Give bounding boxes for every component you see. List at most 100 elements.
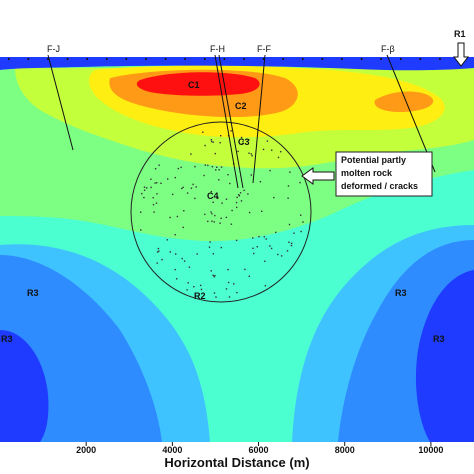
- station-marker: [27, 58, 30, 60]
- station-marker: [86, 58, 88, 60]
- crack-dot: [158, 164, 160, 166]
- crack-dot: [251, 155, 253, 157]
- crack-dot: [302, 221, 304, 223]
- crack-dot: [190, 153, 192, 155]
- crack-dot: [211, 220, 213, 222]
- crack-dot: [230, 130, 232, 132]
- zone-label-r3-right: R3: [395, 288, 407, 298]
- crack-dot: [218, 179, 220, 181]
- crack-dot: [150, 178, 152, 180]
- crack-dot: [264, 260, 266, 262]
- crack-dot: [220, 166, 223, 168]
- crack-dot: [236, 196, 238, 199]
- crack-dot: [273, 196, 275, 199]
- x-tick-label: 4000: [162, 445, 182, 455]
- annotation-line-2: molten rock: [341, 168, 393, 178]
- crack-dot: [275, 231, 277, 234]
- crack-dot: [146, 187, 148, 189]
- crack-dot: [143, 189, 146, 191]
- crack-dot: [158, 250, 160, 252]
- station-marker: [321, 58, 324, 60]
- crack-dot: [181, 257, 183, 260]
- crack-dot: [207, 164, 209, 167]
- crack-dot: [210, 190, 212, 193]
- station-marker: [164, 58, 167, 60]
- crack-dot: [210, 140, 213, 143]
- station-marker: [47, 58, 49, 60]
- x-tick-label: 8000: [335, 445, 355, 455]
- crack-dot: [167, 178, 169, 180]
- crack-dot: [236, 206, 238, 209]
- crack-dot: [177, 167, 179, 170]
- crack-dot: [152, 204, 155, 206]
- crack-dot: [287, 185, 290, 187]
- crack-dot: [250, 174, 252, 176]
- crack-dot: [228, 296, 231, 298]
- zone-label-r3-left: R3: [27, 288, 39, 298]
- x-axis: 2000 4000 6000 8000 10000: [76, 442, 443, 455]
- crack-dot: [212, 274, 214, 276]
- crack-dot: [174, 176, 176, 179]
- x-axis-title: Horizontal Distance (m): [164, 455, 309, 470]
- crack-dot: [186, 289, 188, 291]
- crack-dot: [156, 262, 158, 264]
- crack-dot: [174, 268, 176, 271]
- station-marker: [419, 58, 422, 60]
- crack-dot: [143, 186, 146, 188]
- crack-dot: [213, 276, 215, 278]
- crack-dot: [155, 202, 158, 204]
- crack-dot: [216, 166, 218, 168]
- crack-dot: [172, 193, 174, 196]
- crack-dot: [213, 292, 216, 294]
- crack-dot: [204, 213, 206, 216]
- fault-line-ff: [252, 54, 266, 184]
- crack-dot: [236, 291, 238, 294]
- crack-dot: [237, 150, 239, 153]
- crack-dot: [196, 253, 198, 255]
- station-marker: [439, 58, 441, 60]
- annotation-box: [335, 151, 433, 197]
- crack-dot: [152, 197, 154, 199]
- crack-dot: [212, 201, 214, 203]
- crack-dot: [140, 229, 142, 231]
- crack-dot: [210, 139, 213, 141]
- crack-dot: [227, 281, 230, 284]
- zone-label-r3-far-right: R3: [433, 334, 445, 344]
- zone-label-c2: C2: [235, 101, 247, 111]
- crack-dot: [210, 211, 212, 213]
- station-marker: [262, 58, 265, 60]
- crack-dot: [188, 266, 191, 268]
- crack-dot: [287, 197, 289, 199]
- crack-dot: [235, 239, 238, 242]
- crack-dot: [176, 215, 179, 218]
- station-marker: [243, 58, 245, 60]
- crack-dot: [227, 268, 229, 271]
- crack-dot: [207, 220, 209, 223]
- station-marker: [66, 58, 69, 60]
- crack-dot: [238, 195, 241, 197]
- zone-red-core: [136, 72, 260, 96]
- crack-dot: [242, 140, 244, 143]
- crack-dot: [280, 255, 283, 257]
- crack-dot: [241, 143, 243, 145]
- zone-label-c1: C1: [188, 80, 200, 90]
- crack-dot: [264, 285, 267, 287]
- crack-dot: [195, 186, 197, 188]
- crack-dot: [154, 168, 157, 170]
- crack-dot: [194, 165, 196, 168]
- crack-dot: [156, 193, 158, 195]
- molten-rock-circle: [130, 121, 312, 303]
- crack-dot: [252, 247, 254, 249]
- zone-dark-blue-left: [0, 330, 49, 442]
- crack-dot: [248, 139, 250, 141]
- crack-dot: [266, 140, 269, 142]
- zone-dark-blue-right: [415, 270, 474, 442]
- x-tick-label: 10000: [418, 445, 443, 455]
- zone-orange-right: [374, 91, 434, 112]
- crack-dot: [248, 275, 250, 277]
- crack-dot: [204, 144, 206, 147]
- crack-dot: [150, 186, 152, 189]
- station-marker: [125, 58, 128, 60]
- crack-dot: [218, 169, 220, 171]
- crack-dot: [156, 251, 159, 253]
